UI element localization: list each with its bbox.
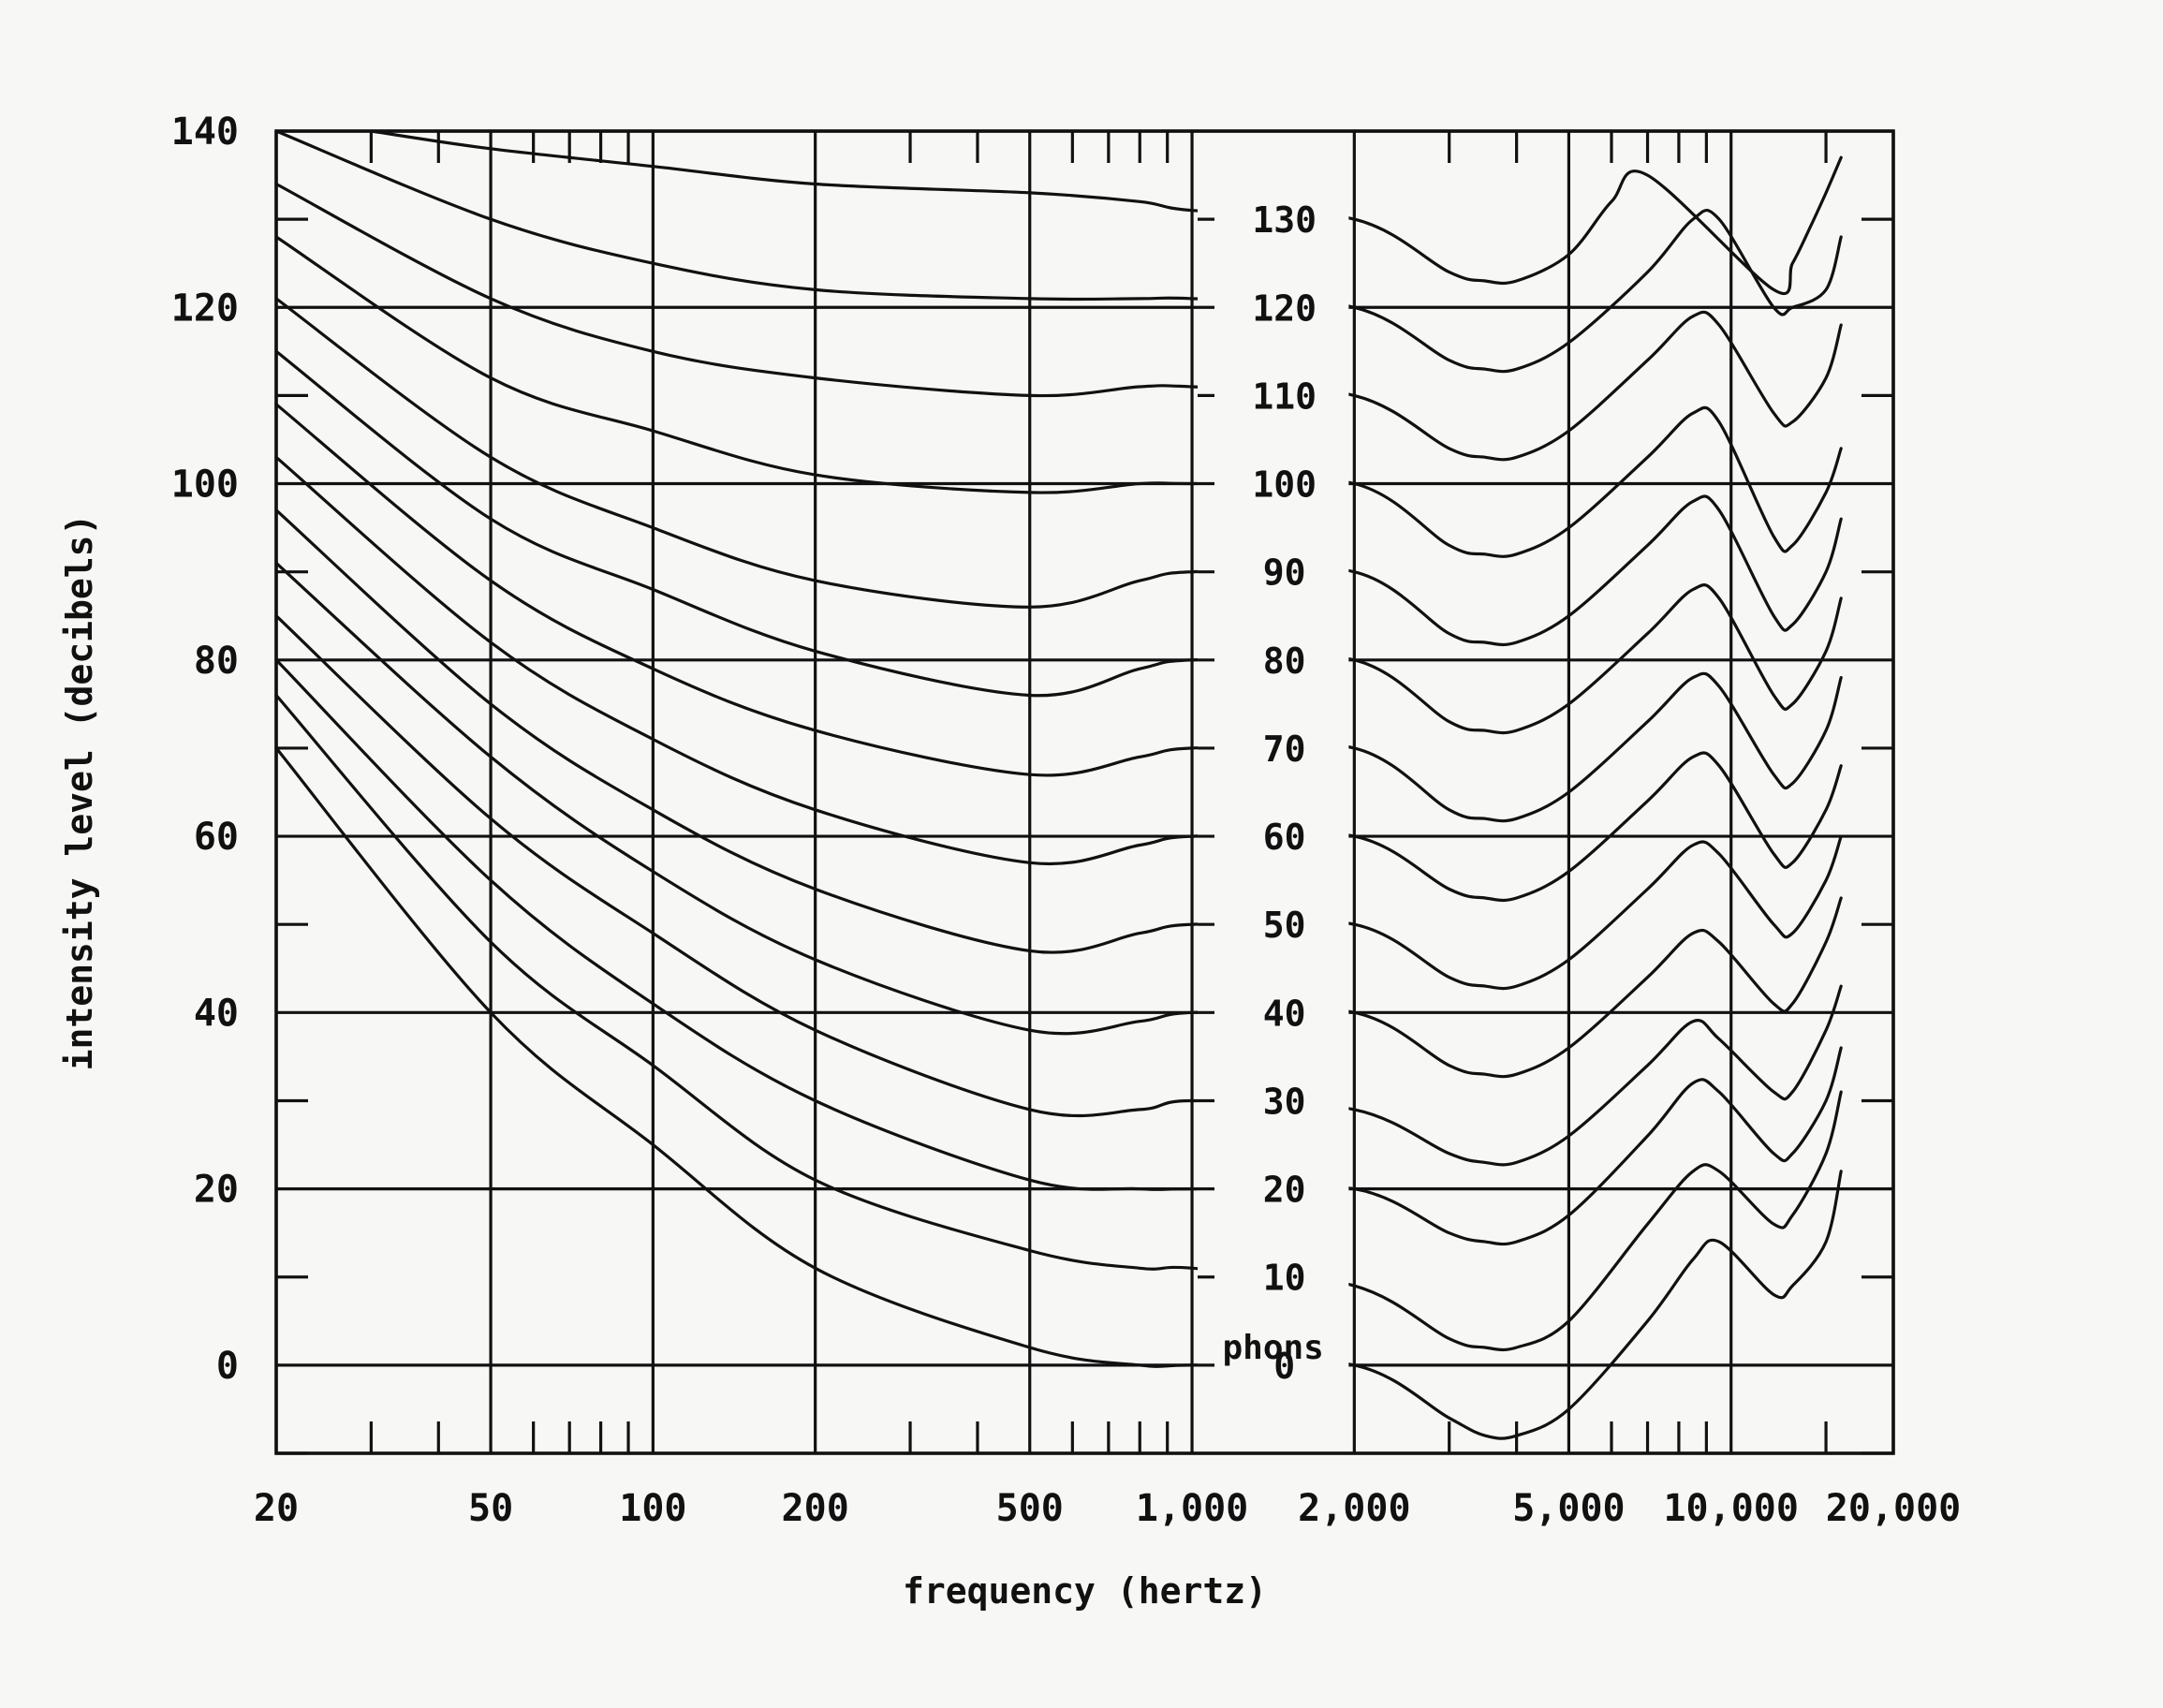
x-tick-label: 100 bbox=[619, 1487, 686, 1530]
phon-curve bbox=[274, 614, 1843, 1167]
y-tick-label: 0 bbox=[216, 1345, 239, 1388]
grid-layer bbox=[274, 129, 1895, 1455]
phon-level-label: 130 bbox=[1252, 199, 1317, 241]
phon-level-label: 70 bbox=[1263, 729, 1306, 770]
y-tick-label: 60 bbox=[194, 816, 239, 859]
phon-level-label: 0 bbox=[1273, 1346, 1295, 1387]
phon-level-label: 100 bbox=[1252, 464, 1317, 506]
phon-level-label: 30 bbox=[1263, 1081, 1306, 1122]
y-tick-label: 20 bbox=[194, 1169, 239, 1212]
x-tick-label: 500 bbox=[996, 1487, 1064, 1530]
y-tick-label: 100 bbox=[171, 464, 239, 507]
phon-curve bbox=[274, 693, 1843, 1352]
phon-level-label: 20 bbox=[1263, 1170, 1306, 1211]
phon-curve bbox=[274, 403, 1843, 823]
phons-unit-label: phons bbox=[1222, 1329, 1323, 1367]
phon-curve bbox=[274, 561, 1843, 1079]
plot-frame bbox=[274, 129, 1895, 1455]
y-tick-label: 80 bbox=[194, 640, 239, 683]
x-tick-label: 20,000 bbox=[1826, 1487, 1962, 1530]
x-tick-label: 5,000 bbox=[1512, 1487, 1625, 1530]
phon-level-label: 120 bbox=[1252, 287, 1317, 329]
phon-curve bbox=[274, 182, 1843, 462]
phon-curve bbox=[274, 235, 1843, 558]
y-axis-label: intensity level (decibels) bbox=[59, 514, 100, 1071]
phon-level-label: 110 bbox=[1252, 375, 1317, 417]
x-tick-label: 1,000 bbox=[1136, 1487, 1248, 1530]
phon-level-label: 60 bbox=[1263, 817, 1306, 858]
x-axis-label: frequency (hertz) bbox=[903, 1570, 1267, 1612]
x-tick-label: 20 bbox=[254, 1487, 299, 1530]
x-tick-label: 2,000 bbox=[1298, 1487, 1410, 1530]
phon-curve bbox=[274, 455, 1843, 903]
phon-level-label: 50 bbox=[1263, 905, 1306, 946]
phon-curve bbox=[274, 658, 1843, 1246]
y-tick-label: 40 bbox=[194, 992, 239, 1035]
curve-layer bbox=[274, 129, 1843, 1440]
label-layer: 20 50 100 200 500 1,000 2,000 5,000 10,000 20,000… bbox=[171, 110, 1962, 1530]
x-tick-label: 50 bbox=[468, 1487, 513, 1530]
phon-curve bbox=[274, 297, 1843, 647]
x-tick-label: 200 bbox=[782, 1487, 849, 1530]
phon-curve bbox=[274, 129, 1843, 374]
phon-curve bbox=[369, 129, 1843, 296]
phon-level-label: 10 bbox=[1263, 1258, 1306, 1299]
phon-curve bbox=[274, 349, 1843, 735]
phon-level-label: 90 bbox=[1263, 552, 1306, 594]
phon-label-band bbox=[1198, 135, 1349, 1450]
phon-level-label: 40 bbox=[1263, 993, 1306, 1034]
phon-curve bbox=[274, 508, 1843, 991]
phon-curve bbox=[274, 746, 1843, 1440]
y-tick-label: 140 bbox=[171, 110, 239, 154]
phon-level-label: 80 bbox=[1263, 640, 1306, 682]
x-tick-label: 10,000 bbox=[1663, 1487, 1799, 1530]
y-tick-label: 120 bbox=[171, 287, 239, 330]
